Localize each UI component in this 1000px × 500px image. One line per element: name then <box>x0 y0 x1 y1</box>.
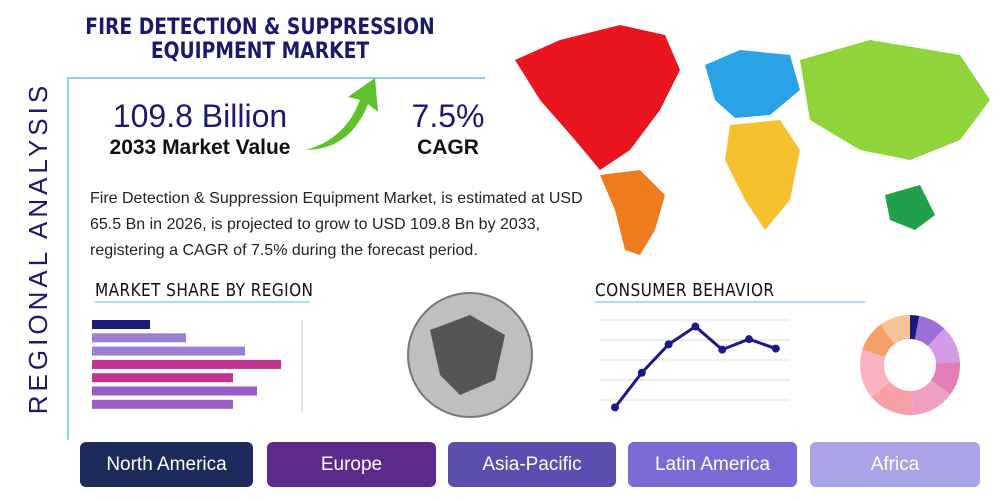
region-button[interactable]: Latin America <box>628 442 797 487</box>
stat-value: 109.8 Billion <box>112 98 288 134</box>
side-label: REGIONAL ANALYSIS <box>23 82 53 414</box>
section-title: MARKET SHARE BY REGION <box>95 280 314 301</box>
section-title: CONSUMER BEHAVIOR <box>595 280 775 301</box>
donut-slice <box>931 361 960 395</box>
bar <box>92 359 281 369</box>
bar <box>92 333 186 343</box>
bar <box>92 346 245 356</box>
stat-value: 7.5% <box>411 98 485 134</box>
point <box>771 344 780 353</box>
region-button[interactable]: Asia-Pacific <box>448 442 616 487</box>
bar <box>92 320 150 329</box>
stat-label: 2033 Market Value <box>109 136 291 159</box>
line-grid <box>600 319 790 401</box>
point <box>664 340 673 349</box>
region-button[interactable]: Europe <box>267 442 436 487</box>
donut-slice <box>862 324 895 357</box>
description: Fire Detection & Suppression Equipment M… <box>90 190 583 259</box>
point <box>745 335 753 344</box>
donut-slice <box>910 315 920 340</box>
stat-label: CAGR <box>417 136 479 159</box>
point <box>718 345 727 354</box>
point <box>611 403 619 412</box>
region-button[interactable]: North America <box>80 442 253 487</box>
bar <box>92 373 233 383</box>
title: FIRE DETECTION & SUPPRESSION EQUIPMENT M… <box>85 15 435 64</box>
globe <box>407 292 533 418</box>
bar <box>92 386 257 396</box>
frame <box>67 77 485 440</box>
point <box>637 368 646 377</box>
region-button[interactable]: Africa <box>810 442 980 487</box>
bar <box>92 399 233 409</box>
donut-slice <box>911 380 951 415</box>
world-map <box>515 25 990 255</box>
donut-slice <box>859 349 890 397</box>
point <box>691 322 700 331</box>
donut-slice <box>880 315 910 344</box>
donut-slice <box>871 381 914 415</box>
donut-slice <box>914 315 945 347</box>
growth-arrow <box>305 78 378 150</box>
donut-slice <box>927 328 960 364</box>
